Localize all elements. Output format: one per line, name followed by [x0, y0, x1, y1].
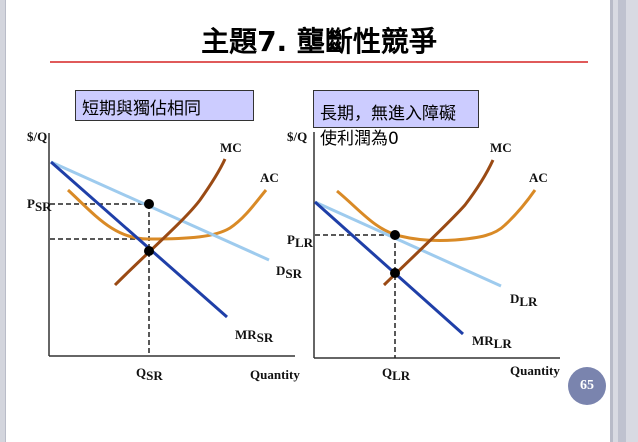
right-mr-label: MRLR: [472, 333, 512, 351]
left-mc-label: MC: [220, 140, 242, 155]
right-mc-label: MC: [490, 140, 512, 155]
short-run-note: 短期與獨佔相同: [75, 90, 254, 121]
left-mc-curve: [113, 158, 227, 287]
right-ac-label: AC: [529, 170, 548, 185]
left-border: [0, 0, 6, 442]
right-demand-line: [314, 200, 502, 288]
left-diagram: $/Q Quantity MC AC PSR DSR MRSR QSR: [27, 129, 303, 383]
right-mr-line: [314, 200, 464, 336]
left-ac-label: AC: [260, 170, 279, 185]
right-border: [610, 0, 638, 442]
right-price-label: PLR: [287, 232, 314, 250]
right-mr-mc-point: [390, 268, 400, 278]
left-mr-label: MRSR: [235, 327, 274, 345]
left-demand-label: DSR: [276, 263, 303, 281]
left-quantity-label: QSR: [136, 365, 163, 383]
left-ac-curve: [66, 188, 268, 241]
right-quantity-label: QLR: [382, 365, 411, 383]
right-x-axis-label: Quantity: [510, 363, 560, 378]
left-mr-mc-point: [144, 246, 154, 256]
title-underline: [50, 61, 588, 63]
left-mr-line: [50, 160, 228, 319]
slide-title: 主題7. 壟斷性競爭: [201, 25, 437, 58]
right-diagram: $/Q Quantity MC AC PLR DLR MRLR QLR: [287, 129, 560, 383]
right-ac-curve: [336, 189, 537, 242]
left-price-label: PSR: [27, 196, 52, 214]
page-number-badge: 65: [568, 367, 606, 405]
right-demand-label: DLR: [510, 291, 538, 309]
right-price-point: [390, 230, 400, 240]
left-demand-line: [50, 160, 270, 262]
left-price-point: [144, 199, 154, 209]
left-y-axis-label: $/Q: [27, 129, 47, 144]
right-y-axis-label: $/Q: [287, 129, 307, 144]
long-run-note: 長期，無進入障礙使利潤為0: [313, 90, 479, 149]
left-x-axis-label: Quantity: [250, 367, 300, 382]
right-mc-curve: [382, 159, 495, 287]
